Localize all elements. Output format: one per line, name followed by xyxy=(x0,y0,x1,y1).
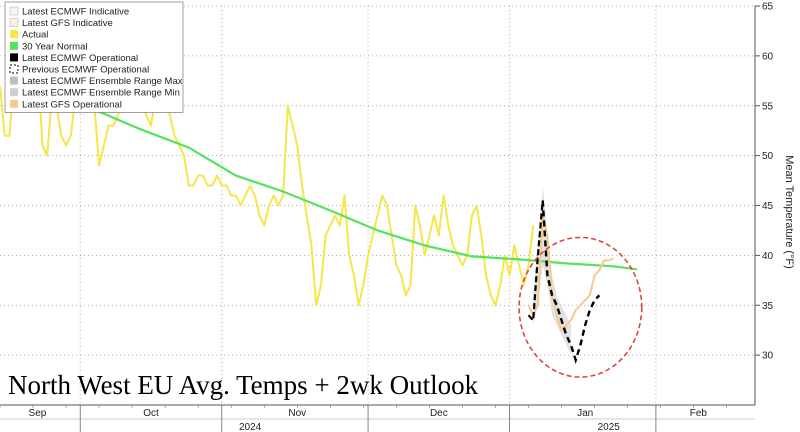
legend-label: Latest GFS Indicative xyxy=(22,18,113,29)
y-tick-label: 65 xyxy=(762,2,774,13)
y-axis-title: Mean Temperature (°F) xyxy=(783,155,795,269)
x-month-label: Feb xyxy=(690,408,708,419)
x-month-label: Nov xyxy=(288,408,306,419)
y-tick-label: 40 xyxy=(762,251,774,262)
legend-swatch xyxy=(10,30,18,39)
legend-label: Previous ECMWF Operational xyxy=(22,65,149,76)
series-latest-ecmwf-operational xyxy=(527,200,544,323)
y-tick-label: 50 xyxy=(762,151,774,162)
legend-swatch xyxy=(9,6,19,16)
annotations xyxy=(518,236,643,378)
x-month-label: Oct xyxy=(143,408,159,419)
legend-box xyxy=(4,1,184,113)
legend-swatch xyxy=(10,76,18,85)
legend-swatch xyxy=(10,53,18,62)
legend-label: Latest ECMWF Ensemble Range Max xyxy=(22,76,183,87)
x-month-label: Dec xyxy=(430,408,448,419)
series-previous-ecmwf-operational xyxy=(541,200,601,365)
y-tick-label: 35 xyxy=(762,301,774,312)
y-tick-label: 55 xyxy=(762,101,774,112)
x-month-label: Jan xyxy=(577,408,593,419)
y-tick-label: 60 xyxy=(762,51,774,62)
legend-swatch xyxy=(10,88,18,97)
x-year-label: 2025 xyxy=(598,422,621,432)
y-tick-label: 30 xyxy=(762,351,774,362)
overlay-title: North West EU Avg. Temps + 2wk Outlook xyxy=(8,370,479,400)
legend-label: Latest ECMWF Indicative xyxy=(22,7,129,18)
y-tick-label: 45 xyxy=(762,201,774,212)
legend-swatch xyxy=(9,64,19,74)
highlight-circle xyxy=(518,236,643,378)
x-year-label: 2024 xyxy=(239,422,262,432)
legend-swatch xyxy=(10,41,18,50)
legend-swatch xyxy=(9,18,19,27)
legend-label: Latest GFS Operational xyxy=(22,99,122,110)
legend-label: Latest ECMWF Ensemble Range Min xyxy=(22,88,180,99)
legend-label: 30 Year Normal xyxy=(22,41,87,52)
axes: 30 35 40 45 50 55 60 65 Sep Oct Nov Dec Jan Feb 2024 20… xyxy=(0,2,774,432)
x-month-label: Sep xyxy=(29,408,47,419)
grid-lines xyxy=(0,5,755,405)
legend-label: Actual xyxy=(22,30,48,41)
legend-swatch xyxy=(10,99,18,108)
series-30-year-normal xyxy=(93,108,638,271)
legend-label: Latest ECMWF Operational xyxy=(22,53,138,64)
